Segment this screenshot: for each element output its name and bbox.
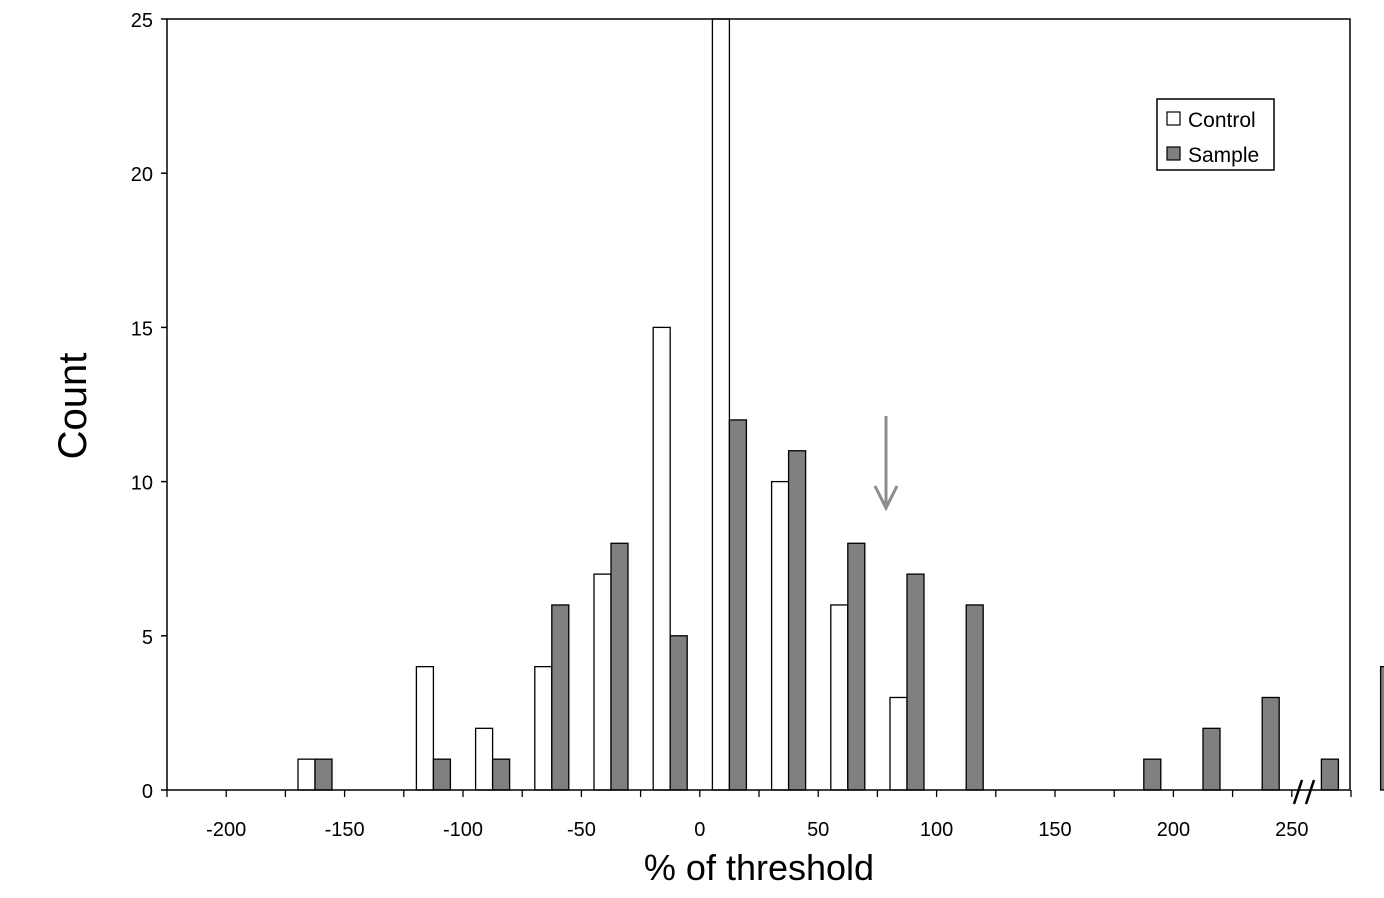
legend-swatch-sample	[1166, 146, 1181, 161]
x-tick-label: 0	[694, 819, 705, 841]
bar-sample-4	[432, 758, 452, 791]
bar-control-9	[711, 18, 731, 791]
bar-sample-2	[314, 758, 333, 791]
legend-swatch-control	[1166, 111, 1181, 126]
bar-control-7	[593, 573, 612, 791]
bar-control-11	[830, 604, 849, 791]
bar-sample-9	[728, 419, 748, 791]
x-tick-label: 200	[1157, 819, 1190, 841]
bar-control-6	[534, 665, 553, 791]
x-tick-label: 100	[920, 819, 953, 841]
bar-sample-20	[1379, 665, 1384, 791]
y-axis-title: Count	[51, 353, 95, 460]
threshold-arrow-head	[873, 485, 899, 512]
axes-layer	[161, 18, 1352, 797]
bar-sample-16	[1143, 758, 1162, 791]
bar-control-5	[474, 727, 494, 791]
legend: Control Sample	[1156, 98, 1275, 171]
bar-control-10	[770, 480, 790, 791]
x-tick-label: -50	[567, 819, 596, 841]
y-tick-label: 5	[142, 627, 153, 649]
axis-break-slash-1	[1292, 779, 1304, 805]
bar-sample-7	[610, 542, 629, 791]
bar-sample-6	[551, 604, 570, 791]
y-tick-label: 25	[131, 10, 153, 32]
threshold-arrow	[873, 416, 899, 512]
x-tick-label: -100	[443, 819, 483, 841]
bar-sample-18	[1261, 696, 1280, 791]
bar-sample-8	[669, 635, 688, 791]
legend-label-sample: Sample	[1188, 144, 1259, 167]
bar-control-2	[297, 758, 316, 791]
axis-break-slash-2	[1304, 779, 1316, 805]
x-axis-title: % of threshold	[644, 847, 874, 888]
y-tick-label: 20	[131, 164, 153, 186]
bar-sample-12	[906, 573, 925, 791]
bar-sample-17	[1202, 727, 1221, 791]
y-tick-label: 15	[131, 318, 153, 340]
x-tick-label: 50	[807, 819, 829, 841]
bar-sample-19	[1320, 758, 1340, 791]
x-tick-label: -150	[325, 819, 365, 841]
x-tick-label: -200	[206, 819, 246, 841]
bars-layer	[297, 18, 1384, 791]
x-tick-label: 150	[1038, 819, 1071, 841]
bar-control-12	[889, 696, 908, 791]
bar-sample-10	[787, 450, 807, 791]
y-tick-label: 10	[131, 473, 153, 495]
labels-layer: 0 5 10 15 20 25 -200 -150 -100 -50 0 50 100 150 200 250	[131, 10, 1309, 841]
bar-control-8	[652, 326, 671, 791]
legend-label-control: Control	[1188, 109, 1256, 132]
axis-break-marker	[1292, 779, 1316, 805]
bar-sample-13	[965, 604, 984, 791]
bar-control-4	[415, 665, 435, 791]
bar-sample-11	[847, 542, 866, 791]
x-tick-label: 250	[1275, 819, 1308, 841]
bar-sample-5	[491, 758, 511, 791]
y-tick-label: 0	[142, 781, 153, 803]
